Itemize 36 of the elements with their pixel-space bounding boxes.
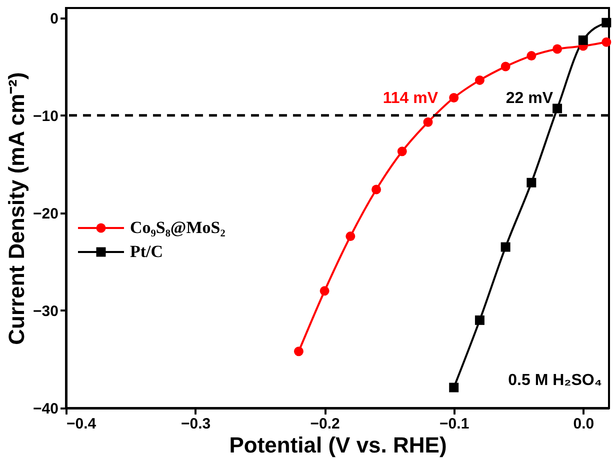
point: [552, 44, 562, 54]
point: [372, 184, 382, 194]
legend-label: Co₉S₈@MoS₂: [130, 218, 226, 237]
y-tick-label: −40: [33, 400, 58, 418]
y-tick-label: −20: [33, 205, 58, 222]
point: [449, 93, 459, 102]
point: [602, 37, 612, 47]
x-axis-title: Potential (V vs. RHE): [229, 432, 447, 458]
point: [552, 104, 562, 114]
x-tick-label: −0.3: [180, 416, 211, 432]
annotation: 0.5 M H₂SO₄: [508, 372, 602, 389]
legend-label: Pt/C: [130, 242, 164, 261]
point: [526, 51, 536, 61]
y-axis-title: Current Density (mA cm⁻²): [4, 72, 30, 345]
point: [320, 286, 330, 296]
point: [397, 146, 407, 156]
x-tick-label: −0.1: [440, 416, 470, 432]
point: [526, 178, 536, 188]
point: [602, 18, 612, 28]
point: [474, 315, 484, 325]
y-tick-label: −30: [33, 302, 58, 320]
point: [474, 75, 484, 85]
point: [449, 382, 459, 392]
annotation: 22 mV: [506, 90, 554, 107]
point: [346, 232, 356, 242]
point: [500, 62, 510, 72]
x-tick-label: −0.2: [310, 416, 340, 432]
point: [423, 117, 433, 127]
y-tick-label: 0: [50, 10, 58, 28]
point: [578, 35, 588, 45]
point: [294, 346, 304, 356]
x-tick-label: 0.0: [573, 416, 594, 432]
point: [500, 242, 510, 252]
annotation: 114 mV: [382, 90, 438, 107]
y-tick-label: −10: [33, 108, 58, 125]
x-tick-label: −0.4: [66, 416, 97, 432]
